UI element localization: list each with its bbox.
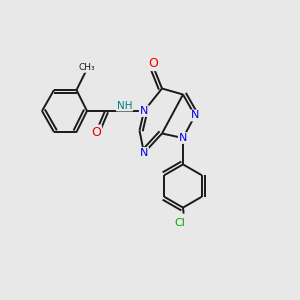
Text: O: O	[148, 57, 158, 70]
Text: N: N	[140, 106, 148, 116]
Text: Cl: Cl	[175, 218, 185, 228]
Text: N: N	[179, 133, 187, 143]
Text: O: O	[91, 125, 101, 139]
Text: N: N	[191, 110, 199, 121]
Text: CH₃: CH₃	[79, 63, 95, 72]
Text: NH: NH	[117, 100, 132, 111]
Text: N: N	[140, 148, 148, 158]
